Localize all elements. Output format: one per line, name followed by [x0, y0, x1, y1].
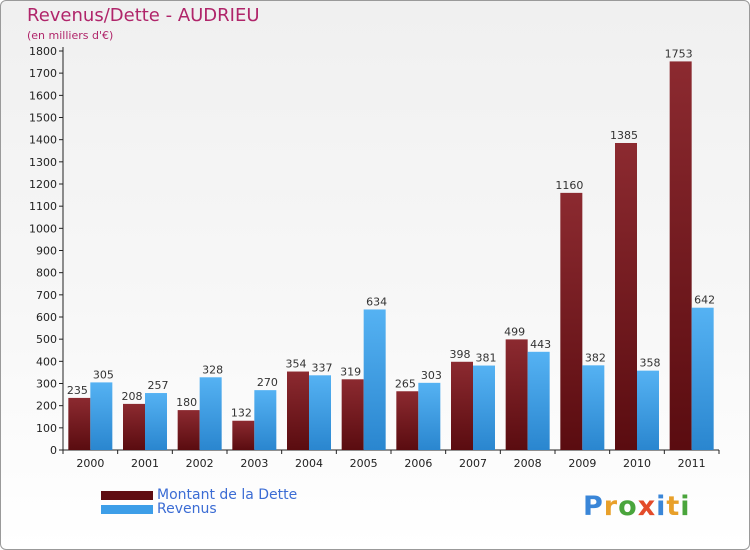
data-label-revenus-2005: 634 — [366, 295, 387, 308]
bar-debt-2001 — [123, 403, 145, 450]
x-tick-label: 2011 — [678, 457, 706, 470]
y-tick-label: 500 — [36, 333, 57, 346]
legend-label-debt: Montant de la Dette — [157, 487, 298, 503]
y-tick-label: 1300 — [29, 156, 57, 169]
logo-letter: i — [680, 491, 691, 522]
bar-debt-2005 — [341, 379, 364, 450]
data-label-revenus-2001: 257 — [148, 379, 169, 392]
bar-revenus-2003 — [254, 390, 277, 450]
data-label-revenus-2004: 337 — [312, 361, 333, 374]
logo-letter: r — [603, 491, 619, 522]
logo-letter: t — [666, 491, 681, 522]
y-tick-label: 400 — [36, 355, 57, 368]
legend-item-debt: Montant de la Dette — [101, 487, 297, 503]
x-tick-label: 2004 — [295, 457, 323, 470]
data-label-debt-2010: 1385 — [610, 129, 638, 142]
logo-letter: x — [637, 491, 657, 522]
data-label-debt-2001: 208 — [122, 390, 143, 403]
proxiti-logo: Proxiti — [583, 491, 691, 522]
x-tick-label: 2007 — [459, 457, 487, 470]
bar-debt-2004 — [287, 371, 309, 450]
y-tick-label: 700 — [36, 289, 57, 302]
x-tick-label: 2002 — [186, 457, 214, 470]
y-tick-label: 300 — [36, 378, 57, 391]
logo-letter: P — [583, 491, 604, 522]
y-tick-label: 1500 — [29, 112, 57, 125]
data-label-revenus-2007: 381 — [476, 352, 497, 365]
y-tick-label: 1100 — [29, 200, 57, 213]
data-label-debt-2008: 499 — [504, 325, 525, 338]
bar-revenus-2001 — [145, 393, 167, 450]
data-label-debt-2009: 1160 — [555, 179, 583, 192]
data-label-revenus-2011: 642 — [694, 294, 715, 307]
data-label-revenus-2002: 328 — [202, 363, 223, 376]
data-label-debt-2000: 235 — [67, 384, 88, 397]
y-tick-label: 200 — [36, 400, 57, 413]
y-tick-label: 800 — [36, 267, 57, 280]
data-label-debt-2005: 319 — [340, 365, 361, 378]
x-tick-label: 2008 — [514, 457, 542, 470]
y-tick-label: 1700 — [29, 67, 57, 80]
bar-revenus-2000 — [90, 382, 113, 450]
x-tick-label: 2010 — [623, 457, 651, 470]
legend-item-revenus: Revenus — [101, 501, 217, 517]
data-label-revenus-2009: 382 — [585, 351, 606, 364]
y-tick-label: 1200 — [29, 178, 57, 191]
y-tick-label: 0 — [50, 444, 57, 457]
bar-debt-2008 — [505, 339, 528, 450]
logo-letter: o — [618, 491, 638, 522]
x-tick-label: 2006 — [404, 457, 432, 470]
chart-subtitle: (en milliers d'€) — [27, 29, 114, 42]
data-label-revenus-2006: 303 — [421, 369, 442, 382]
bar-revenus-2004 — [309, 375, 331, 450]
x-tick-label: 2005 — [350, 457, 378, 470]
y-tick-label: 1800 — [29, 45, 57, 58]
legend-swatch-debt — [101, 490, 153, 500]
data-label-debt-2002: 180 — [176, 396, 197, 409]
legend-label-revenus: Revenus — [157, 501, 217, 517]
bar-debt-2002 — [177, 410, 200, 450]
x-tick-label: 2009 — [568, 457, 596, 470]
data-label-debt-2006: 265 — [395, 377, 416, 390]
bar-revenus-2008 — [527, 351, 550, 450]
y-tick-label: 1000 — [29, 222, 57, 235]
y-tick-label: 100 — [36, 422, 57, 435]
bar-revenus-2011 — [691, 307, 714, 450]
data-label-revenus-2000: 305 — [93, 368, 114, 381]
data-label-debt-2011: 1753 — [665, 47, 693, 60]
bar-debt-2003 — [232, 420, 255, 450]
bar-revenus-2010 — [637, 370, 659, 450]
y-tick-label: 1600 — [29, 89, 57, 102]
data-label-debt-2007: 398 — [450, 348, 471, 361]
bar-revenus-2007 — [473, 365, 495, 450]
data-label-debt-2003: 132 — [231, 407, 252, 420]
x-tick-label: 2000 — [76, 457, 104, 470]
bar-revenus-2002 — [199, 377, 222, 450]
y-tick-label: 600 — [36, 311, 57, 324]
bar-revenus-2006 — [418, 382, 441, 450]
bar-debt-2000 — [68, 397, 91, 450]
x-tick-label: 2001 — [131, 457, 159, 470]
bar-debt-2011 — [669, 61, 692, 450]
data-label-revenus-2008: 443 — [530, 338, 551, 351]
bar-debt-2009 — [560, 192, 583, 450]
y-tick-label: 900 — [36, 245, 57, 258]
data-label-debt-2004: 354 — [286, 358, 307, 371]
y-tick-label: 1400 — [29, 134, 57, 147]
legend-swatch-revenus — [101, 504, 153, 514]
bar-revenus-2009 — [582, 365, 605, 450]
chart-title: Revenus/Dette - AUDRIEU — [27, 5, 260, 26]
data-label-revenus-2010: 358 — [640, 357, 661, 370]
data-label-revenus-2003: 270 — [257, 376, 278, 389]
bar-debt-2007 — [451, 361, 473, 450]
x-tick-label: 2003 — [240, 457, 268, 470]
bar-revenus-2005 — [363, 309, 386, 450]
bar-debt-2006 — [396, 391, 419, 450]
logo-letter: i — [656, 491, 667, 522]
bar-debt-2010 — [615, 142, 637, 450]
